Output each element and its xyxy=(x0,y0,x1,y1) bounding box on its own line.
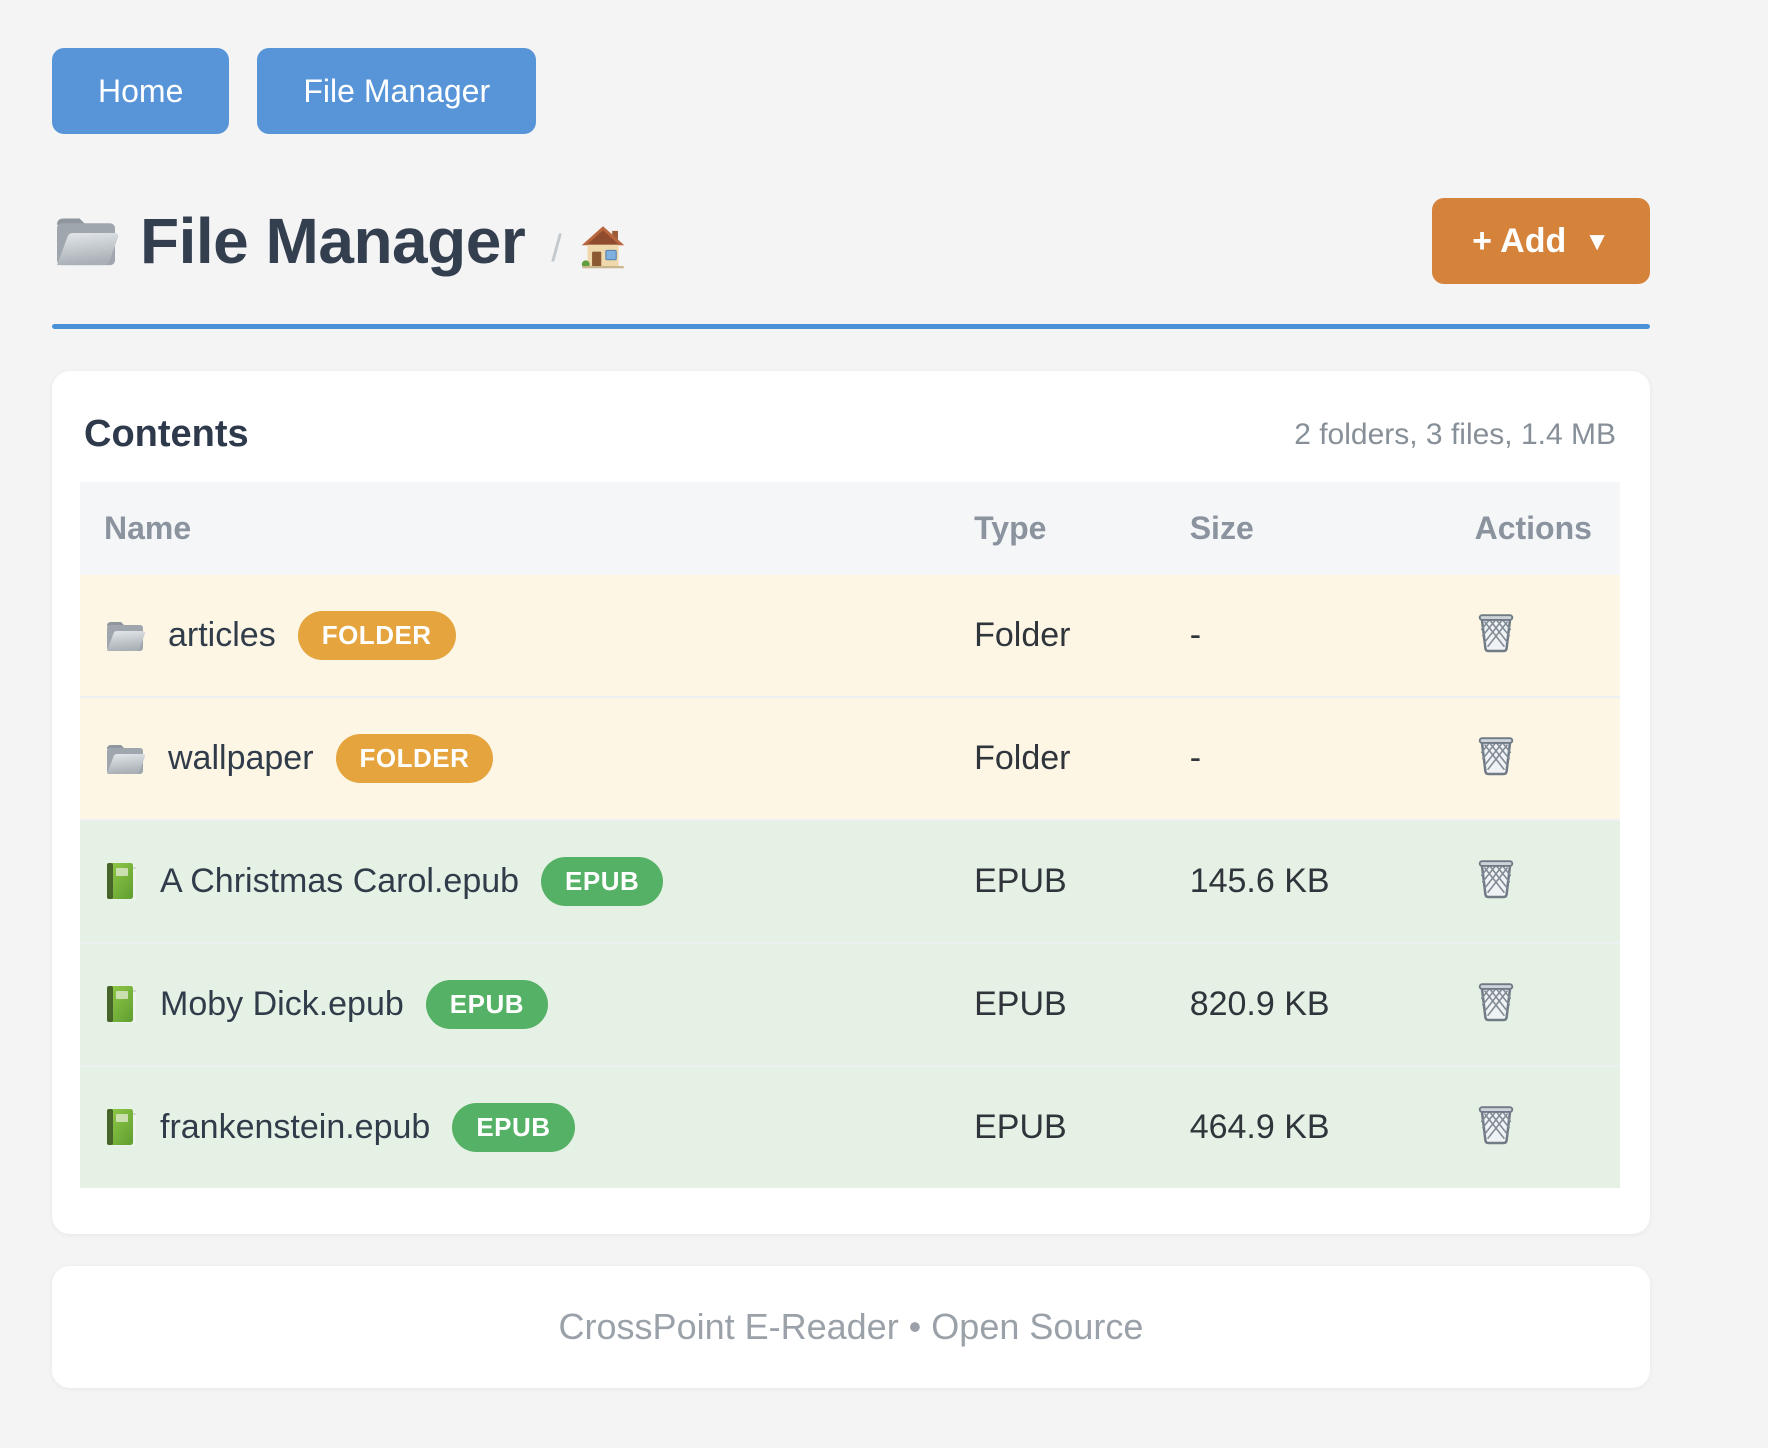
card-header: Contents 2 folders, 3 files, 1.4 MB xyxy=(84,413,1616,456)
delete-button[interactable] xyxy=(1475,1101,1517,1150)
type-cell: Folder xyxy=(950,696,1166,820)
type-cell: EPUB xyxy=(950,819,1166,943)
files-table: Name Type Size Actions articles FOLDER xyxy=(80,482,1620,1188)
trash-icon xyxy=(1477,611,1515,656)
nav-home-button[interactable]: Home xyxy=(52,48,230,134)
book-icon xyxy=(104,862,138,902)
table-row: frankenstein.epub EPUB EPUB 464.9 KB xyxy=(80,1065,1620,1188)
size-cell: 145.6 KB xyxy=(1165,819,1451,943)
table-row: A Christmas Carol.epub EPUB EPUB 145.6 K… xyxy=(80,819,1620,943)
folder-icon xyxy=(104,618,146,654)
header-divider xyxy=(52,324,1650,329)
item-name-link[interactable]: Moby Dick.epub xyxy=(160,985,404,1023)
trash-icon xyxy=(1477,1103,1515,1148)
column-header-size: Size xyxy=(1165,482,1451,575)
folder-icon xyxy=(104,741,146,777)
caret-down-icon: ▼ xyxy=(1584,225,1610,256)
contents-card: Contents 2 folders, 3 files, 1.4 MB Name… xyxy=(52,371,1650,1234)
page-title: File Manager xyxy=(140,205,526,277)
breadcrumb: File Manager / xyxy=(52,204,626,278)
size-cell: - xyxy=(1189,616,1202,654)
size-cell: 820.9 KB xyxy=(1165,942,1451,1066)
type-badge: EPUB xyxy=(425,980,549,1029)
nav-file-manager-button[interactable]: File Manager xyxy=(257,48,537,134)
column-header-actions: Actions xyxy=(1450,482,1620,575)
size-cell: 464.9 KB xyxy=(1165,1065,1451,1188)
folder-icon xyxy=(52,212,120,270)
table-header-row: Name Type Size Actions xyxy=(80,482,1620,575)
item-name-link[interactable]: articles xyxy=(168,616,276,654)
book-icon xyxy=(104,985,138,1025)
table-row: wallpaper FOLDER Folder - xyxy=(80,696,1620,820)
footer-text: CrossPoint E-Reader • Open Source xyxy=(558,1306,1144,1347)
add-button[interactable]: + Add ▼ xyxy=(1432,198,1650,284)
type-badge: FOLDER xyxy=(335,734,494,783)
home-icon[interactable] xyxy=(580,224,626,270)
delete-button[interactable] xyxy=(1475,609,1517,658)
delete-button[interactable] xyxy=(1475,732,1517,781)
trash-icon xyxy=(1477,857,1515,902)
trash-icon xyxy=(1477,734,1515,779)
top-nav: Home File Manager xyxy=(52,48,1650,134)
table-row: Moby Dick.epub EPUB EPUB 820.9 KB xyxy=(80,942,1620,1066)
item-name-link[interactable]: frankenstein.epub xyxy=(160,1108,431,1146)
book-icon xyxy=(104,1108,138,1148)
files-table-body: articles FOLDER Folder - xyxy=(80,575,1620,1188)
type-cell: Folder xyxy=(974,616,1071,654)
column-header-name: Name xyxy=(80,482,951,575)
type-cell: EPUB xyxy=(950,1065,1166,1188)
contents-summary: 2 folders, 3 files, 1.4 MB xyxy=(1294,417,1616,451)
type-badge: EPUB xyxy=(452,1103,575,1152)
contents-heading: Contents xyxy=(84,413,249,455)
page-header: File Manager / + Add ▼ xyxy=(52,198,1650,284)
column-header-type: Type xyxy=(950,482,1166,575)
delete-button[interactable] xyxy=(1475,978,1517,1027)
delete-button[interactable] xyxy=(1475,855,1517,904)
breadcrumb-separator: / xyxy=(551,227,562,270)
add-button-label: + Add xyxy=(1472,221,1567,260)
size-cell: - xyxy=(1165,696,1451,820)
footer: CrossPoint E-Reader • Open Source xyxy=(52,1266,1650,1388)
type-badge: FOLDER xyxy=(297,611,456,660)
type-cell: EPUB xyxy=(950,942,1166,1066)
type-badge: EPUB xyxy=(541,857,664,906)
trash-icon xyxy=(1477,980,1515,1025)
table-row: articles FOLDER Folder - xyxy=(80,575,1620,697)
item-name-link[interactable]: wallpaper xyxy=(168,739,314,777)
item-name-link[interactable]: A Christmas Carol.epub xyxy=(160,862,520,900)
